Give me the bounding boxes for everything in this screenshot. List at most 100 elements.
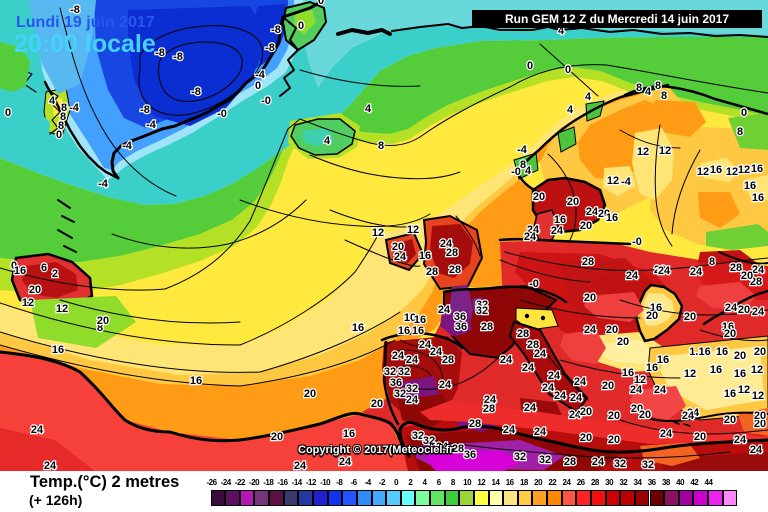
svg-text:16: 16 (606, 212, 618, 224)
svg-text:20: 20 (580, 406, 592, 418)
svg-text:-0: -0 (632, 236, 642, 248)
svg-text:16: 16 (622, 367, 634, 379)
svg-text:28: 28 (527, 339, 539, 351)
svg-text:24: 24 (430, 346, 443, 358)
svg-text:36: 36 (455, 321, 467, 333)
svg-text:20: 20 (639, 409, 651, 421)
svg-text:28: 28 (446, 247, 458, 259)
svg-text:20: 20 (584, 292, 596, 304)
svg-text:12: 12 (738, 164, 750, 176)
svg-text:20: 20 (608, 410, 620, 422)
svg-text:12: 12 (372, 227, 384, 239)
svg-text:12: 12 (407, 224, 419, 236)
svg-text:12: 12 (607, 175, 619, 187)
svg-text:4: 4 (558, 25, 565, 37)
svg-text:-4: -4 (122, 140, 133, 152)
svg-text:24: 24 (392, 350, 405, 362)
svg-text:20: 20 (617, 336, 629, 348)
svg-text:28: 28 (483, 403, 495, 415)
svg-text:16: 16 (398, 325, 410, 337)
svg-text:32: 32 (476, 299, 488, 311)
svg-text:36: 36 (464, 449, 476, 461)
svg-text:8: 8 (378, 140, 384, 152)
svg-text:24: 24 (503, 424, 516, 436)
svg-text:6: 6 (41, 262, 47, 274)
svg-text:24: 24 (570, 392, 583, 404)
svg-text:4: 4 (645, 86, 652, 98)
svg-text:32: 32 (539, 454, 551, 466)
svg-text:16: 16 (710, 164, 722, 176)
svg-text:20: 20 (567, 196, 579, 208)
svg-text:20: 20 (608, 434, 620, 446)
svg-text:32: 32 (406, 383, 418, 395)
svg-text:24: 24 (592, 456, 605, 468)
svg-text:24: 24 (419, 339, 432, 351)
svg-text:20: 20 (580, 432, 592, 444)
svg-text:20: 20 (371, 398, 383, 410)
svg-text:16: 16 (190, 375, 202, 387)
svg-text:0: 0 (527, 60, 533, 72)
svg-text:24: 24 (630, 384, 643, 396)
svg-text:8: 8 (61, 102, 67, 114)
svg-text:-0: -0 (511, 166, 521, 178)
svg-text:20: 20 (684, 311, 696, 323)
svg-text:0: 0 (318, 0, 324, 7)
svg-text:4: 4 (49, 95, 56, 107)
svg-text:24: 24 (294, 460, 307, 471)
svg-text:28: 28 (452, 443, 464, 455)
svg-text:4: 4 (567, 104, 574, 116)
svg-text:8: 8 (661, 90, 667, 102)
svg-text:12: 12 (659, 145, 671, 157)
svg-text:2: 2 (52, 268, 58, 280)
svg-text:32: 32 (514, 451, 526, 463)
svg-text:20: 20 (533, 191, 545, 203)
svg-text:0: 0 (298, 20, 304, 32)
svg-text:24: 24 (574, 376, 587, 388)
svg-text:8: 8 (520, 159, 526, 171)
svg-text:28: 28 (449, 264, 461, 276)
svg-text:-8: -8 (140, 104, 150, 116)
svg-text:20: 20 (602, 380, 614, 392)
svg-text:24: 24 (750, 444, 763, 456)
svg-text:10: 10 (404, 312, 416, 324)
svg-text:4: 4 (525, 165, 532, 177)
svg-text:24: 24 (725, 302, 738, 314)
svg-text:36: 36 (454, 311, 466, 323)
svg-text:32: 32 (614, 458, 626, 470)
svg-text:24: 24 (569, 409, 582, 421)
svg-text:20: 20 (598, 208, 610, 220)
svg-text:20: 20 (738, 304, 750, 316)
svg-text:8: 8 (58, 120, 64, 132)
svg-text:0: 0 (11, 260, 17, 272)
svg-text:12: 12 (684, 368, 696, 380)
svg-text:28: 28 (442, 354, 454, 366)
svg-text:24: 24 (542, 382, 555, 394)
svg-text:-8: -8 (155, 47, 165, 59)
svg-text:24: 24 (500, 354, 513, 366)
svg-text:-4: -4 (255, 69, 266, 81)
svg-text:24: 24 (524, 402, 537, 414)
svg-text:12: 12 (751, 364, 763, 376)
svg-text:16: 16 (657, 354, 669, 366)
svg-text:24: 24 (551, 225, 564, 237)
svg-text:20: 20 (97, 315, 109, 327)
svg-text:20: 20 (734, 350, 746, 362)
svg-text:20: 20 (654, 264, 666, 276)
svg-text:16: 16 (419, 250, 431, 262)
svg-text:8: 8 (97, 322, 103, 334)
svg-text:12: 12 (56, 303, 68, 315)
svg-text:12: 12 (697, 166, 709, 178)
svg-text:28: 28 (564, 456, 576, 468)
svg-text:24: 24 (527, 224, 540, 236)
svg-text:4: 4 (324, 135, 331, 147)
svg-text:-0: -0 (217, 108, 227, 120)
svg-text:20: 20 (392, 241, 404, 253)
svg-text:12: 12 (634, 374, 646, 386)
svg-text:8: 8 (636, 82, 642, 94)
svg-text:12: 12 (738, 384, 750, 396)
svg-text:0: 0 (56, 129, 62, 141)
svg-text:-4: -4 (621, 176, 632, 188)
svg-text:32: 32 (412, 430, 424, 442)
svg-text:20: 20 (271, 431, 283, 443)
svg-text:24: 24 (439, 379, 452, 391)
